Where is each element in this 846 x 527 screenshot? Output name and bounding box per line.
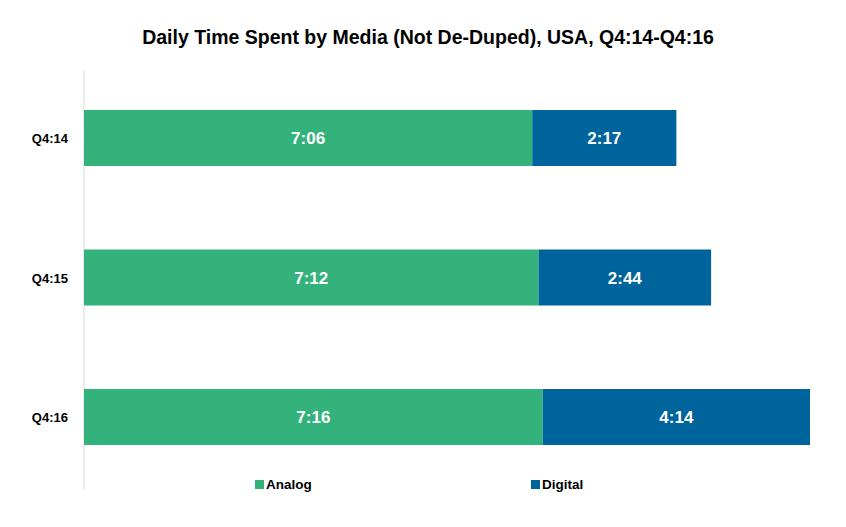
legend-label: Analog xyxy=(266,477,312,492)
chart-svg: Daily Time Spent by Media (Not De-Duped)… xyxy=(0,0,846,527)
title: Daily Time Spent by Media (Not De-Duped)… xyxy=(142,26,714,48)
legend-label: Digital xyxy=(542,477,583,492)
legend-swatch xyxy=(531,480,540,489)
data-label: 7:12 xyxy=(294,269,328,288)
category-label: Q4:15 xyxy=(32,271,68,286)
legend: Analog Digital xyxy=(255,477,583,492)
bar xyxy=(84,110,532,166)
bar xyxy=(543,389,810,445)
category-label: Q4:14 xyxy=(32,131,69,146)
bar xyxy=(539,250,712,306)
data-label: 2:17 xyxy=(587,129,621,148)
data-label: 7:16 xyxy=(296,408,330,427)
labels: 7:06 2:17 7:12 2:44 7:16 4:14 xyxy=(291,129,694,427)
chart-root: Daily Time Spent by Media (Not De-Duped)… xyxy=(0,0,846,527)
bar xyxy=(532,110,676,166)
data-label: 2:44 xyxy=(608,269,643,288)
data-label: 4:14 xyxy=(659,408,694,427)
category-label: Q4:16 xyxy=(32,410,68,425)
bar xyxy=(84,389,543,445)
legend-swatch xyxy=(255,480,264,489)
bars xyxy=(84,110,810,445)
bar xyxy=(84,250,539,306)
data-label: 7:06 xyxy=(291,129,325,148)
